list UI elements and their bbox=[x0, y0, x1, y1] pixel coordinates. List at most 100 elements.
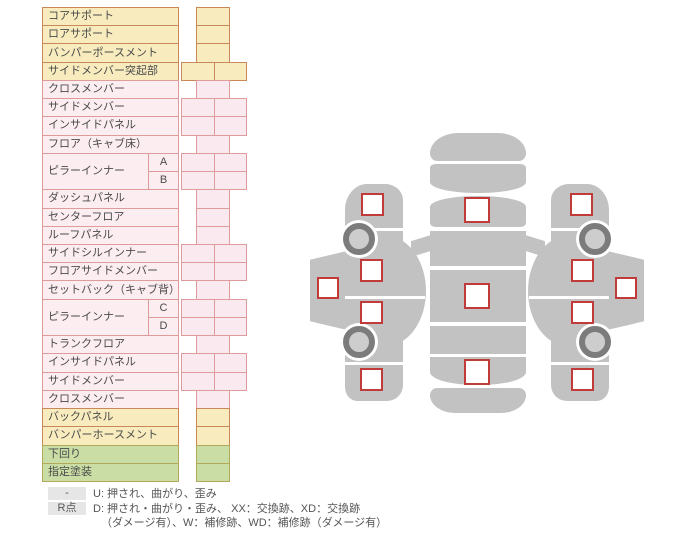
damage-cell-right bbox=[214, 262, 247, 282]
left-side-seam bbox=[345, 228, 403, 231]
left-side-seam bbox=[345, 362, 409, 365]
damage-cell-right bbox=[214, 353, 247, 373]
right-side-seam bbox=[545, 362, 609, 365]
damage-cell-right bbox=[214, 116, 247, 136]
row-label: ダッシュパネル bbox=[42, 189, 179, 209]
top-view-windshield bbox=[430, 231, 526, 266]
damage-cell bbox=[196, 25, 230, 45]
left-view-checkpoint-marker bbox=[317, 277, 339, 299]
row-label: センターフロア bbox=[42, 207, 179, 227]
right-side-seam bbox=[529, 296, 609, 299]
damage-cell bbox=[196, 280, 230, 300]
damage-cell-left bbox=[181, 316, 215, 337]
top-view-cowl bbox=[430, 164, 526, 193]
right-view-checkpoint-marker bbox=[571, 259, 594, 282]
damage-cell-right bbox=[214, 61, 247, 81]
damage-cell-right bbox=[214, 371, 247, 391]
right-view-checkpoint-marker bbox=[615, 277, 637, 299]
row-label: バンパーホースメント bbox=[42, 426, 179, 446]
damage-cell-right bbox=[214, 316, 247, 337]
legend-entry: - U: 押され、曲がり、歪み bbox=[48, 487, 387, 501]
top-view-rear-window bbox=[430, 326, 526, 354]
row-label: サイドメンバー bbox=[42, 98, 179, 118]
row-label: 下回り bbox=[42, 444, 179, 464]
damage-cell bbox=[196, 462, 230, 482]
row-label: サイドメンバー突起部 bbox=[42, 61, 179, 81]
row-label: コアサポート bbox=[42, 7, 179, 27]
row-label: サイドシルインナー bbox=[42, 243, 179, 264]
left-wheel-icon bbox=[343, 223, 375, 255]
row-label: フロア（キャブ床） bbox=[42, 134, 179, 154]
right-view-checkpoint-marker bbox=[571, 301, 594, 324]
damage-cell bbox=[196, 225, 230, 245]
row-label: クロスメンバー bbox=[42, 79, 179, 100]
row-label: サイドメンバー bbox=[42, 371, 179, 391]
damage-cell-left bbox=[181, 353, 215, 373]
row-sublabel: C bbox=[148, 298, 179, 318]
top-view-checkpoint-marker bbox=[464, 197, 490, 223]
damage-cell bbox=[196, 189, 230, 209]
damage-cell bbox=[196, 444, 230, 464]
top-view-front-bumper bbox=[430, 133, 526, 161]
damage-cell bbox=[196, 335, 230, 355]
damage-cell-left bbox=[181, 298, 215, 318]
top-view-checkpoint-marker bbox=[464, 283, 490, 309]
row-label: トランクフロア bbox=[42, 335, 179, 355]
legend-text: D: 押され・曲がり・歪み、 XX：交換跡、XD：交換跡 （ダメージ有）、W：補修… bbox=[93, 503, 388, 529]
right-view-checkpoint-marker bbox=[571, 368, 594, 391]
row-label: インサイドパネル bbox=[42, 116, 179, 136]
damage-cell-left bbox=[181, 262, 215, 282]
damage-cell bbox=[196, 134, 230, 154]
damage-cell bbox=[196, 79, 230, 100]
legend-badge: R点 bbox=[48, 502, 86, 515]
left-view-checkpoint-marker bbox=[361, 193, 384, 216]
damage-cell-right bbox=[214, 298, 247, 318]
left-view-checkpoint-marker bbox=[360, 259, 383, 282]
damage-cell-left bbox=[181, 61, 215, 81]
damage-cell-right bbox=[214, 98, 247, 118]
row-label: ロアサポート bbox=[42, 25, 179, 45]
damage-cell bbox=[196, 207, 230, 227]
row-label: ピラーインナー bbox=[42, 152, 149, 191]
row-label: クロスメンバー bbox=[42, 389, 179, 410]
row-label: セットバック（キャブ背） bbox=[42, 280, 179, 300]
left-side-seam bbox=[345, 296, 425, 299]
damage-cell-left bbox=[181, 152, 215, 173]
right-side-seam bbox=[551, 228, 609, 231]
damage-cell bbox=[196, 43, 230, 63]
row-label: バンパーポースメント bbox=[42, 43, 179, 63]
damage-cell bbox=[196, 408, 230, 428]
row-label: バックパネル bbox=[42, 408, 179, 428]
damage-code-legend: - U: 押され、曲がり、歪み R点 D: 押され・曲がり・歪み、 XX：交換跡、XD… bbox=[48, 487, 387, 531]
left-wheel-icon bbox=[343, 326, 375, 358]
damage-cell bbox=[196, 7, 230, 27]
right-wheel-icon bbox=[579, 223, 611, 255]
row-label: 指定塗装 bbox=[42, 462, 179, 482]
row-sublabel: A bbox=[148, 152, 179, 173]
damage-cell-right bbox=[214, 171, 247, 191]
damage-cell bbox=[196, 389, 230, 410]
top-view-left-pillar-wing bbox=[411, 235, 431, 257]
legend-entry: R点 D: 押され・曲がり・歪み、 XX：交換跡、XD：交換跡 （ダメージ有）、W：… bbox=[48, 502, 387, 530]
damage-cell-left bbox=[181, 371, 215, 391]
damage-cell-left bbox=[181, 243, 215, 264]
top-view-checkpoint-marker bbox=[464, 359, 490, 385]
left-view-checkpoint-marker bbox=[360, 368, 383, 391]
row-sublabel: D bbox=[148, 316, 179, 337]
left-view-checkpoint-marker bbox=[360, 301, 383, 324]
damage-cell-left bbox=[181, 98, 215, 118]
row-label: ルーフパネル bbox=[42, 225, 179, 245]
right-wheel-icon bbox=[579, 326, 611, 358]
row-label: フロアサイドメンバー bbox=[42, 262, 179, 282]
legend-badge: - bbox=[48, 487, 86, 500]
damage-cell-right bbox=[214, 243, 247, 264]
row-sublabel: B bbox=[148, 171, 179, 191]
damage-cell-left bbox=[181, 171, 215, 191]
legend-text: U: 押され、曲がり、歪み bbox=[93, 488, 217, 500]
damage-cell-left bbox=[181, 116, 215, 136]
right-view-checkpoint-marker bbox=[570, 193, 593, 216]
damage-cell-right bbox=[214, 152, 247, 173]
top-view-rear-bumper bbox=[430, 388, 526, 413]
row-label: インサイドパネル bbox=[42, 353, 179, 373]
